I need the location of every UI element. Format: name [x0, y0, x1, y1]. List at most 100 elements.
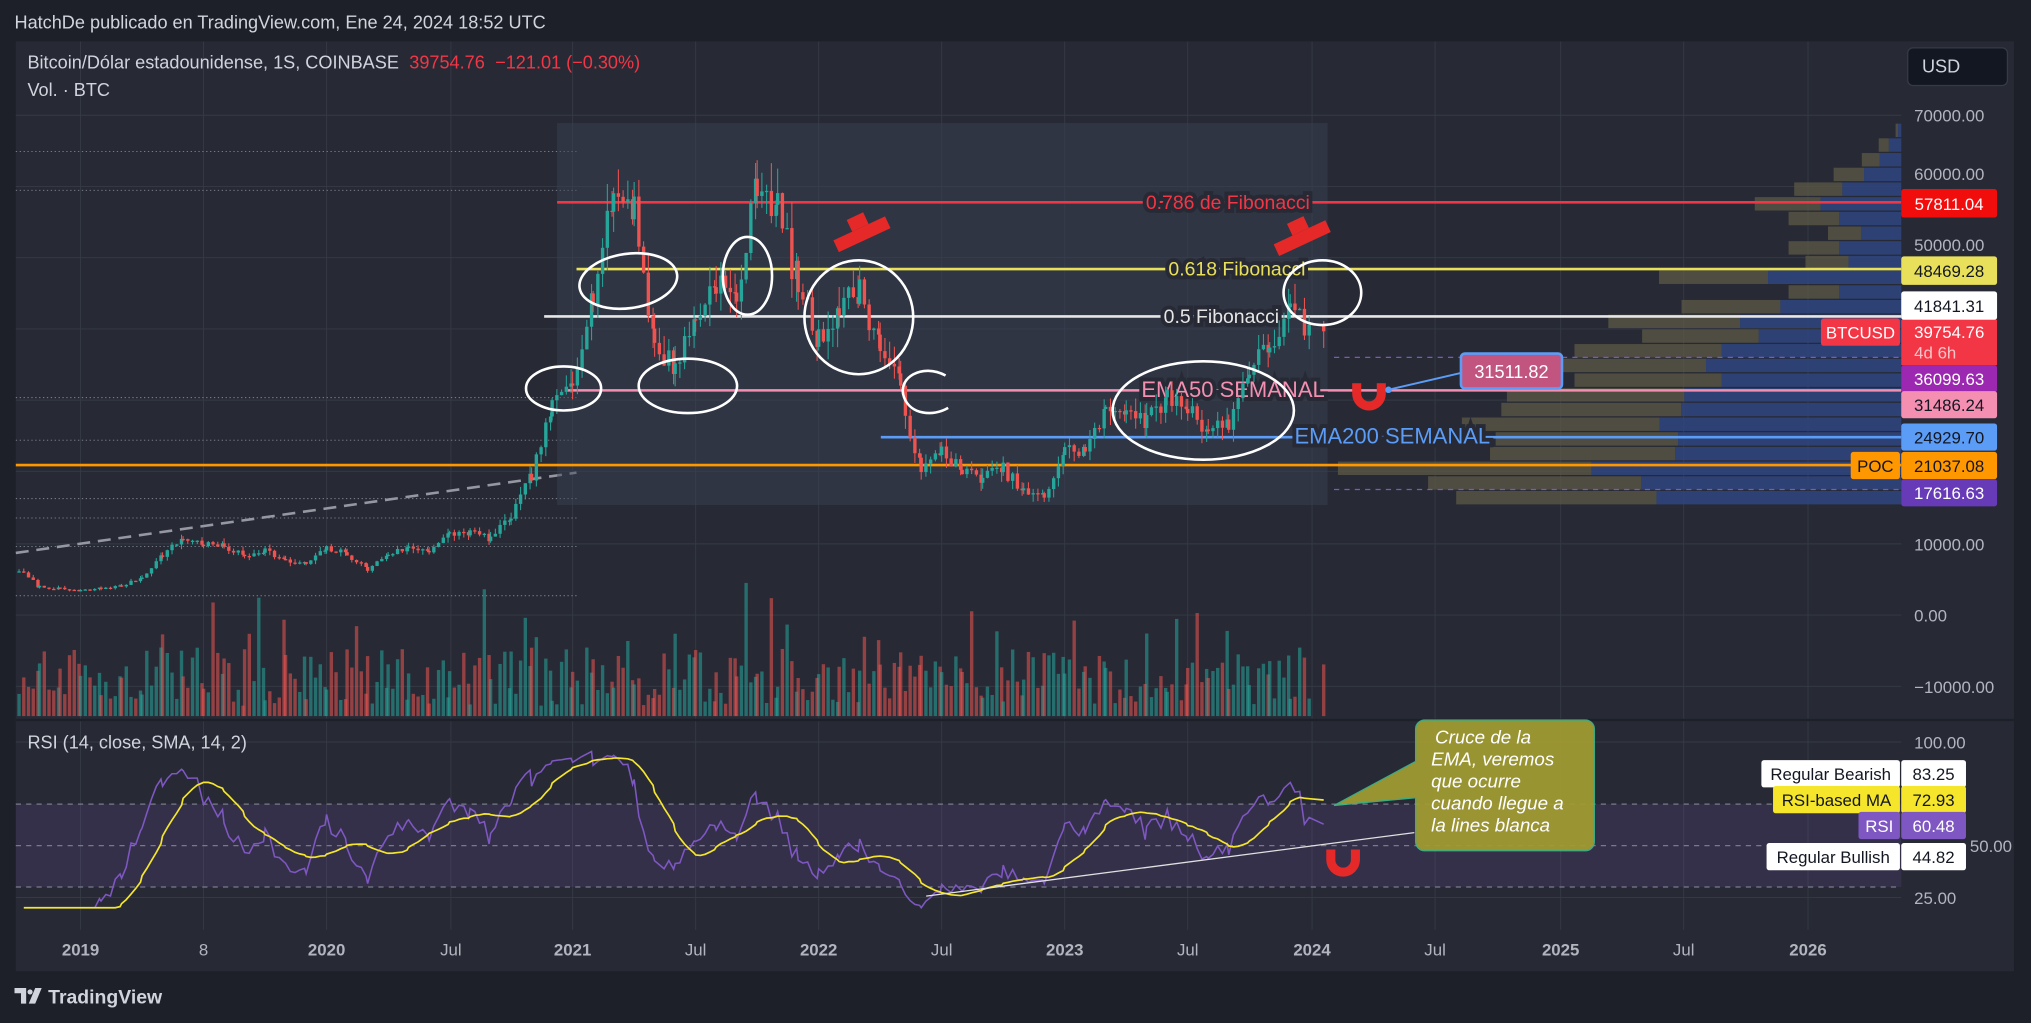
tradingview-logo[interactable]: TradingView: [14, 987, 164, 1009]
candle-body: [452, 532, 457, 536]
volume-bar: [468, 704, 472, 717]
candle-body: [324, 546, 329, 551]
drawn-circle[interactable]: [576, 247, 681, 315]
volume-bar: [252, 681, 256, 717]
candle-body: [359, 562, 363, 564]
volume-bar: [1277, 660, 1281, 717]
volume-legend[interactable]: Vol. · BTC: [27, 80, 110, 100]
candle-body: [175, 544, 179, 546]
volume-bar: [796, 678, 800, 717]
volume-profile-row-down: [1490, 446, 1676, 461]
candle-body: [277, 557, 281, 559]
candle-body: [1190, 406, 1195, 414]
candle-body: [441, 537, 445, 543]
drawn-circle[interactable]: [1282, 258, 1363, 327]
volume-bar: [359, 671, 363, 717]
candle-body: [329, 546, 334, 552]
candle-body: [985, 470, 990, 478]
candle-body: [354, 559, 359, 563]
magnet-icon[interactable]: [1326, 849, 1360, 877]
candle-body: [810, 297, 815, 331]
drawn-circle[interactable]: [524, 365, 603, 412]
candle-body: [1102, 408, 1106, 429]
candle-body: [933, 453, 938, 460]
volume-bar: [539, 705, 543, 717]
callout[interactable]: Cruce de la EMA, veremos que ocurre cuan…: [1333, 719, 1595, 852]
drawn-arc[interactable]: [901, 369, 949, 415]
candle-body: [457, 531, 461, 536]
volume-bar: [195, 647, 199, 717]
volume-profile-row-down: [1754, 197, 1821, 211]
volume-bar: [400, 649, 404, 717]
label-rsi-tag: RSI: [1865, 817, 1893, 836]
volume-bar: [1088, 677, 1092, 717]
time-axis[interactable]: 2019 8 2020 Jul 2021 Jul 2022 Jul 2023 Jul 2024 Jul…: [62, 941, 1827, 960]
volume-bar: [1179, 700, 1184, 717]
dashed-trendline[interactable]: [15, 471, 577, 555]
volume-bar: [985, 686, 990, 717]
volume-bar: [919, 655, 923, 717]
candle-body: [616, 193, 621, 197]
anchor-point[interactable]: [1385, 386, 1392, 394]
volume-bar: [432, 698, 436, 717]
candle-body: [1227, 419, 1231, 430]
candle-body: [477, 531, 482, 535]
volume-bar: [534, 637, 539, 717]
volume-bar: [703, 701, 707, 717]
volume-bar: [345, 649, 349, 717]
volume-bar: [268, 691, 272, 717]
volume-bar: [165, 653, 169, 717]
volume-bar: [523, 617, 528, 717]
label-purple-low: 17616.63: [1914, 484, 1984, 503]
candle-body: [632, 196, 636, 220]
volume-profile-row-down: [1878, 138, 1889, 152]
time-tick: 2025: [1542, 941, 1579, 960]
label-countdown: 4d 6h: [1914, 344, 1956, 363]
candle-body: [846, 287, 851, 298]
candle-body: [949, 458, 953, 467]
candle-body: [842, 297, 846, 316]
volume-bar: [734, 676, 739, 717]
volume-profile-row-up: [1721, 344, 1902, 358]
volume-bar: [616, 655, 621, 717]
volume-bar: [1083, 666, 1087, 717]
candle-body: [626, 199, 630, 203]
time-tick: Jul: [1673, 941, 1695, 960]
candle-body: [293, 562, 297, 564]
candle-body: [1211, 428, 1215, 432]
rsi-legend[interactable]: RSI (14, close, SMA, 14, 2): [27, 732, 246, 752]
price-note-box[interactable]: [1459, 352, 1564, 390]
callout-text: Cruce de la EMA, veremos que ocurre cuan…: [1431, 726, 1569, 835]
candle-body: [698, 315, 703, 320]
volume-bar: [1063, 673, 1067, 717]
volume-bar: [186, 687, 190, 717]
volume-bar: [1175, 618, 1179, 717]
hammer-icon[interactable]: [828, 205, 891, 253]
drawn-circle[interactable]: [637, 357, 739, 415]
label-bullish-bg: [1901, 843, 1966, 871]
candle-body: [764, 190, 769, 193]
candle-body: [380, 559, 384, 562]
rsi-ma-line[interactable]: [23, 757, 1324, 909]
volume-bar: [1026, 651, 1031, 717]
candle-body: [1092, 427, 1097, 440]
drawn-circle[interactable]: [721, 235, 774, 316]
drawn-circle[interactable]: [1111, 359, 1296, 461]
volume-bar: [170, 672, 174, 717]
candle-body: [222, 543, 226, 547]
symbol-legend[interactable]: Bitcoin/Dólar estadounidense, 1S, COINBA…: [27, 53, 640, 73]
hammer-icon[interactable]: [1268, 209, 1331, 257]
volume-bar: [304, 699, 308, 717]
drawn-circle[interactable]: [803, 258, 915, 376]
rsi-line[interactable]: [23, 750, 1325, 910]
candle-body: [796, 260, 800, 293]
volume-bar: [395, 659, 400, 717]
magnet-icon[interactable]: [1352, 383, 1386, 411]
currency-button[interactable]: USD: [1907, 47, 2009, 87]
candle-body: [908, 415, 912, 438]
candle-body: [425, 549, 430, 551]
candle-body: [1165, 390, 1169, 398]
candle-body: [1247, 374, 1251, 379]
rsi-trendline[interactable]: [926, 832, 1415, 897]
candle-body: [744, 252, 748, 280]
